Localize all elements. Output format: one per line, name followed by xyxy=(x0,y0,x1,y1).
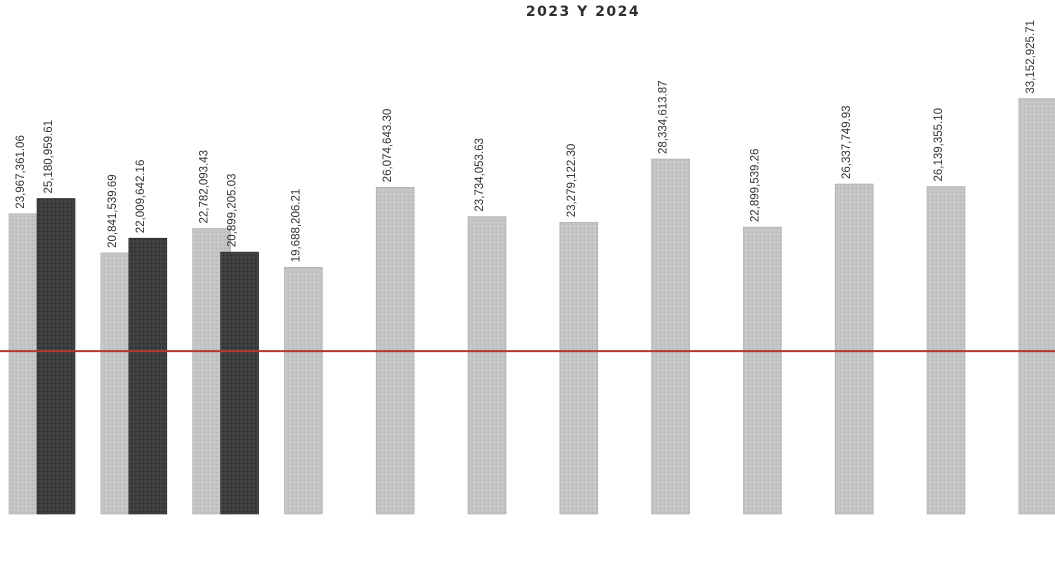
value-label-series2-cat2: 22,009,642.16 xyxy=(135,160,147,234)
bar-series2-cat2 xyxy=(128,237,168,515)
bar-series1-cat8 xyxy=(651,158,690,515)
value-label-series2-cat3: 20,899,205.03 xyxy=(227,174,239,248)
value-label-series1-cat8: 28,334,613.87 xyxy=(658,80,670,154)
value-label-series1-cat10: 26,337,749.93 xyxy=(841,105,853,179)
bar-series1-cat12 xyxy=(1018,98,1055,515)
bar-series2-cat1 xyxy=(36,198,76,515)
value-label-series1-cat12: 33,152,925.71 xyxy=(1025,20,1037,94)
value-label-series1-cat4: 19,688,206.21 xyxy=(290,189,302,263)
value-label-series1-cat9: 22,899,539.26 xyxy=(749,149,761,223)
value-label-series1-cat6: 23,734,053.63 xyxy=(474,138,486,212)
value-label-series1-cat5: 26,074,643.30 xyxy=(382,109,394,183)
bar-series2-cat3 xyxy=(220,251,259,515)
value-label-series1-cat1: 23,967,361.06 xyxy=(15,135,27,209)
value-label-series1-cat3: 22,782,093.43 xyxy=(199,150,211,224)
bar-series1-cat10 xyxy=(834,183,874,515)
value-label-series2-cat1: 25,180,959.61 xyxy=(43,120,55,194)
value-labels-group: 23,967,361.06 20,841,539.69 22,782,093.43 1… xyxy=(15,20,1037,262)
value-label-series1-cat2: 20,841,539.69 xyxy=(107,174,119,248)
bar-series1-cat6 xyxy=(467,216,507,515)
bars-group xyxy=(8,98,1055,515)
value-label-series1-cat11: 26,139,355.10 xyxy=(933,108,945,182)
value-label-series1-cat7: 23,279,122.30 xyxy=(566,144,578,218)
chart-title: 2023 Y 2024 xyxy=(526,4,640,20)
bar-series1-cat7 xyxy=(559,222,599,515)
bar-series1-cat9 xyxy=(743,226,782,515)
bar-series1-cat4 xyxy=(284,266,323,515)
